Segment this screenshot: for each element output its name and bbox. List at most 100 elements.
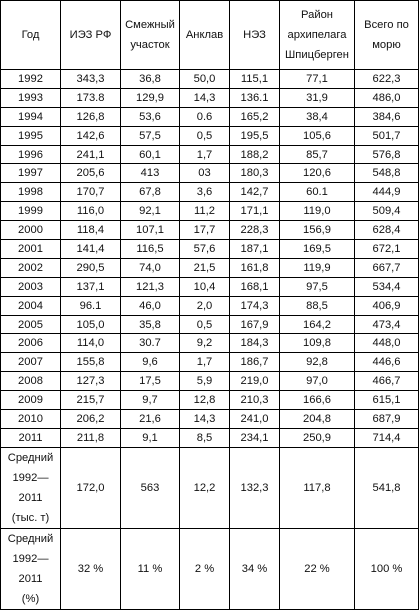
header-neez: НЭЗ bbox=[229, 0, 280, 70]
neez-cell: 188,2 bbox=[229, 144, 280, 165]
average-absolute-cell: 172,0 bbox=[60, 446, 121, 529]
year-cell: 1993 bbox=[0, 87, 61, 108]
total-cell: 667,7 bbox=[354, 257, 419, 278]
enclave-cell: 0.6 bbox=[179, 106, 230, 127]
table-row: 2011 211,8 9,1 8,5 234,1 250,9 714,4 bbox=[0, 427, 419, 448]
enclave-cell: 2,0 bbox=[179, 295, 230, 316]
adjacent-cell: 9,6 bbox=[120, 352, 180, 373]
total-cell: 486,0 bbox=[354, 87, 419, 108]
spitsbergen-cell: 97,0 bbox=[279, 371, 355, 392]
eez-rf-cell: 343,3 bbox=[60, 69, 121, 89]
neez-cell: 228,3 bbox=[229, 220, 280, 241]
average-label-line: 1992—2011 bbox=[12, 552, 49, 585]
enclave-cell: 1,7 bbox=[179, 352, 230, 373]
neez-cell: 165,2 bbox=[229, 106, 280, 127]
year-cell: 2000 bbox=[0, 220, 61, 241]
year-cell: 2006 bbox=[0, 333, 61, 354]
header-adjacent: Смежный участок bbox=[120, 0, 180, 70]
spitsbergen-cell: 250,9 bbox=[279, 427, 355, 448]
adjacent-cell: 121,3 bbox=[120, 276, 180, 297]
eez-rf-cell: 105,0 bbox=[60, 314, 121, 335]
total-cell: 444,9 bbox=[354, 182, 419, 203]
average-absolute-cell: 12,2 bbox=[179, 446, 230, 529]
header-spitsbergen-line: Шпицберген bbox=[285, 49, 349, 61]
average-label-line: (%) bbox=[21, 592, 40, 605]
average-percent-cell: 32 % bbox=[60, 527, 121, 610]
table-row: 1993 173.8 129,9 14,3 136.1 31,9 486,0 bbox=[0, 87, 419, 108]
header-eez-rf: ИЭЗ РФ bbox=[60, 0, 121, 70]
total-cell: 466,7 bbox=[354, 371, 419, 392]
adjacent-cell: 53,6 bbox=[120, 106, 180, 127]
spitsbergen-cell: 38,4 bbox=[279, 106, 355, 127]
average-absolute-cell: 541,8 bbox=[354, 446, 419, 529]
enclave-cell: 1,7 bbox=[179, 144, 230, 165]
enclave-cell: 8,5 bbox=[179, 427, 230, 448]
table-row: 1995 142,6 57,5 0,5 195,5 105,6 501,7 bbox=[0, 125, 419, 146]
table-body: 1992 343,3 36,8 50,0 115,1 77,1 622,3 1993 173.8… bbox=[0, 69, 419, 610]
year-cell: 2007 bbox=[0, 352, 61, 373]
enclave-cell: 12,8 bbox=[179, 390, 230, 411]
adjacent-cell: 74,0 bbox=[120, 257, 180, 278]
adjacent-cell: 57,5 bbox=[120, 125, 180, 146]
spitsbergen-cell: 31,9 bbox=[279, 87, 355, 108]
spitsbergen-cell: 164,2 bbox=[279, 314, 355, 335]
average-absolute-row: Средний 1992—2011 (тыс. т) 172,0 563 12,… bbox=[0, 446, 419, 529]
enclave-cell: 57,6 bbox=[179, 239, 230, 259]
year-cell: 2010 bbox=[0, 409, 61, 429]
total-cell: 672,1 bbox=[354, 239, 419, 259]
table-row: 2010 206,2 21,6 14,3 241,0 204,8 687,9 bbox=[0, 409, 419, 429]
average-percent-label: Средний 1992—2011 (%) bbox=[0, 527, 61, 610]
spitsbergen-cell: 105,6 bbox=[279, 125, 355, 146]
neez-cell: 167,9 bbox=[229, 314, 280, 335]
table-row: 1997 205,6 413 03 180,3 120,6 548,8 bbox=[0, 163, 419, 184]
year-cell: 2011 bbox=[0, 427, 61, 448]
eez-rf-cell: 118,4 bbox=[60, 220, 121, 241]
header-year: Год bbox=[0, 0, 61, 70]
year-cell: 2002 bbox=[0, 257, 61, 278]
spitsbergen-cell: 156,9 bbox=[279, 220, 355, 241]
spitsbergen-cell: 119,9 bbox=[279, 257, 355, 278]
enclave-cell: 21,5 bbox=[179, 257, 230, 278]
eez-rf-cell: 215,7 bbox=[60, 390, 121, 411]
total-cell: 509,4 bbox=[354, 201, 419, 222]
average-label-line: 1992—2011 bbox=[12, 471, 49, 504]
year-cell: 2005 bbox=[0, 314, 61, 335]
year-cell: 2009 bbox=[0, 390, 61, 411]
eez-rf-cell: 114,0 bbox=[60, 333, 121, 354]
spitsbergen-cell: 92,8 bbox=[279, 352, 355, 373]
average-absolute-cell: 132,3 bbox=[229, 446, 280, 529]
spitsbergen-cell: 109,8 bbox=[279, 333, 355, 354]
spitsbergen-cell: 88,5 bbox=[279, 295, 355, 316]
header-spitsbergen: Район архипелага Шпицберген bbox=[279, 0, 355, 70]
neez-cell: 171,1 bbox=[229, 201, 280, 222]
enclave-cell: 14,3 bbox=[179, 409, 230, 429]
eez-rf-cell: 170,7 bbox=[60, 182, 121, 203]
average-percent-cell: 11 % bbox=[120, 527, 180, 610]
neez-cell: 219,0 bbox=[229, 371, 280, 392]
table-row: 2001 141,4 116,5 57,6 187,1 169,5 672,1 bbox=[0, 239, 419, 259]
eez-rf-cell: 173.8 bbox=[60, 87, 121, 108]
total-cell: 548,8 bbox=[354, 163, 419, 184]
neez-cell: 234,1 bbox=[229, 427, 280, 448]
header-total-line: по морю bbox=[372, 19, 409, 51]
neez-cell: 142,7 bbox=[229, 182, 280, 203]
average-percent-cell: 22 % bbox=[279, 527, 355, 610]
year-cell: 1996 bbox=[0, 144, 61, 165]
total-cell: 534,4 bbox=[354, 276, 419, 297]
eez-rf-cell: 241,1 bbox=[60, 144, 121, 165]
spitsbergen-cell: 120,6 bbox=[279, 163, 355, 184]
table-row: 2006 114,0 30.7 9,2 184,3 109,8 448,0 bbox=[0, 333, 419, 354]
table-row: 2003 137,1 121,3 10,4 168,1 97,5 534,4 bbox=[0, 276, 419, 297]
total-cell: 384,6 bbox=[354, 106, 419, 127]
table-row: 1999 116,0 92,1 11,2 171,1 119,0 509,4 bbox=[0, 201, 419, 222]
adjacent-cell: 107,1 bbox=[120, 220, 180, 241]
header-spitsbergen-line: архипелага bbox=[287, 29, 347, 41]
adjacent-cell: 46,0 bbox=[120, 295, 180, 316]
table-row: 1996 241,1 60,1 1,7 188,2 85,7 576,8 bbox=[0, 144, 419, 165]
total-cell: 714,4 bbox=[354, 427, 419, 448]
enclave-cell: 0,5 bbox=[179, 314, 230, 335]
year-cell: 1992 bbox=[0, 69, 61, 89]
total-cell: 622,3 bbox=[354, 69, 419, 89]
